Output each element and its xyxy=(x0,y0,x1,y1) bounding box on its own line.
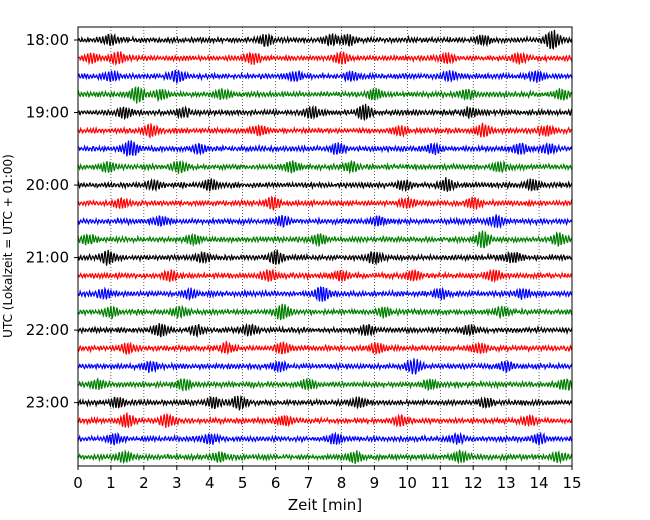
grid-lines xyxy=(110,27,540,466)
trace-line xyxy=(77,51,573,67)
trace-line xyxy=(77,449,573,465)
trace-line xyxy=(77,323,573,339)
trace-line xyxy=(77,69,573,84)
x-axis-label: Zeit [min] xyxy=(288,496,362,514)
x-tick-label: 0 xyxy=(73,474,83,492)
trace-line xyxy=(77,358,573,375)
x-tick-label: 3 xyxy=(172,474,182,492)
trace-line xyxy=(77,249,573,266)
x-tick-label: 4 xyxy=(205,474,215,492)
trace-line xyxy=(77,230,573,249)
trace-line xyxy=(77,431,573,446)
x-tick-label: 14 xyxy=(530,474,549,492)
x-tick-label: 10 xyxy=(398,474,417,492)
trace-line xyxy=(77,395,573,412)
y-axis-label: UTC (Lokalzeit = UTC + 01:00) xyxy=(1,154,15,338)
x-tick-label: 2 xyxy=(139,474,149,492)
y-tick-label: 23:00 xyxy=(26,394,69,412)
y-axis-ticks: 18:00 19:00 20:00 21:00 22:00 23:00 xyxy=(26,31,78,412)
trace-line xyxy=(77,159,573,175)
seismic-traces xyxy=(77,29,573,465)
trace-line xyxy=(77,377,573,392)
x-axis-ticks: 0 1 2 3 4 5 6 7 8 9 10 11 12 13 14 15 xyxy=(73,466,582,492)
x-tick-label: 6 xyxy=(271,474,281,492)
trace-line xyxy=(77,268,573,284)
trace-line xyxy=(77,195,573,211)
trace-line xyxy=(77,303,573,321)
x-tick-label: 5 xyxy=(238,474,248,492)
x-tick-label: 15 xyxy=(562,474,581,492)
x-tick-label: 13 xyxy=(497,474,516,492)
x-tick-label: 12 xyxy=(464,474,483,492)
trace-line xyxy=(77,29,573,51)
x-tick-label: 9 xyxy=(370,474,380,492)
y-tick-label: 22:00 xyxy=(26,321,69,339)
y-tick-label: 18:00 xyxy=(26,31,69,49)
trace-line xyxy=(77,177,573,193)
trace-line xyxy=(77,122,573,139)
trace-line xyxy=(77,140,573,157)
x-tick-label: 8 xyxy=(337,474,347,492)
x-tick-label: 7 xyxy=(304,474,314,492)
y-tick-label: 21:00 xyxy=(26,249,69,267)
trace-line xyxy=(77,103,573,122)
y-tick-label: 20:00 xyxy=(26,176,69,194)
plot-frame xyxy=(77,26,573,467)
trace-line xyxy=(77,86,573,104)
x-tick-label: 11 xyxy=(431,474,450,492)
y-tick-label: 19:00 xyxy=(26,104,69,122)
trace-line xyxy=(77,286,573,302)
trace-line xyxy=(77,214,573,230)
trace-line xyxy=(77,412,573,429)
x-tick-label: 1 xyxy=(106,474,116,492)
trace-line xyxy=(77,339,573,356)
